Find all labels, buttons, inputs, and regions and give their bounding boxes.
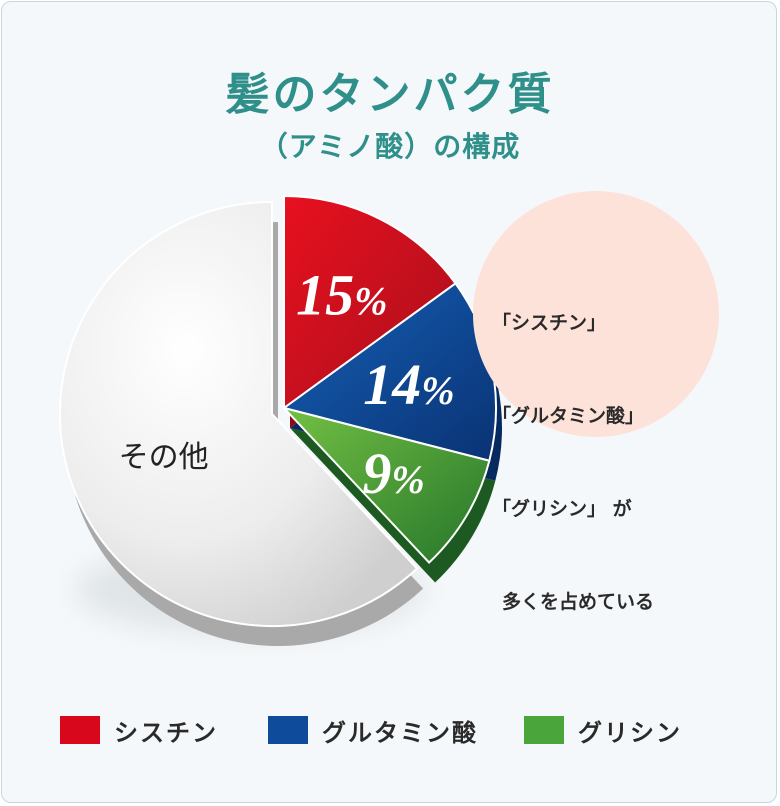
callout-line: 「グリシン」 が <box>492 498 632 520</box>
slice-cystine <box>283 194 457 410</box>
legend-swatch <box>268 716 308 744</box>
slice-glycine <box>280 406 491 564</box>
callout-text: 「シスチン」 「グルタミン酸」 「グリシン」 が 多くを占めている <box>492 246 654 649</box>
data-label: 15% <box>296 263 387 328</box>
chart-title: 髪のタンパク質 <box>225 69 555 120</box>
legend-swatch <box>60 716 100 744</box>
callout-bubble <box>473 191 719 437</box>
legend-item-glutamic-acid: グルタミン酸 <box>268 712 478 748</box>
chart-subtitle: （アミノ酸）の構成 <box>259 130 521 163</box>
callout-line: 「シスチン」 <box>492 312 607 334</box>
legend-label: グリシン <box>578 718 682 747</box>
slice-other <box>59 200 419 627</box>
legend-item-glycine: グリシン <box>524 712 682 748</box>
legend: シスチン グルタミン酸 グリシン <box>0 712 780 748</box>
data-label: 14% <box>363 352 454 417</box>
legend-item-cystine: シスチン <box>60 712 218 748</box>
data-label: その他 <box>119 440 209 475</box>
callout-line: 多くを占めている <box>502 591 655 613</box>
data-label: 9% <box>362 441 424 506</box>
legend-label: シスチン <box>114 718 218 747</box>
legend-label: グルタミン酸 <box>322 718 478 747</box>
callout-line: 「グルタミン酸」 <box>492 405 645 427</box>
legend-swatch <box>524 716 564 744</box>
